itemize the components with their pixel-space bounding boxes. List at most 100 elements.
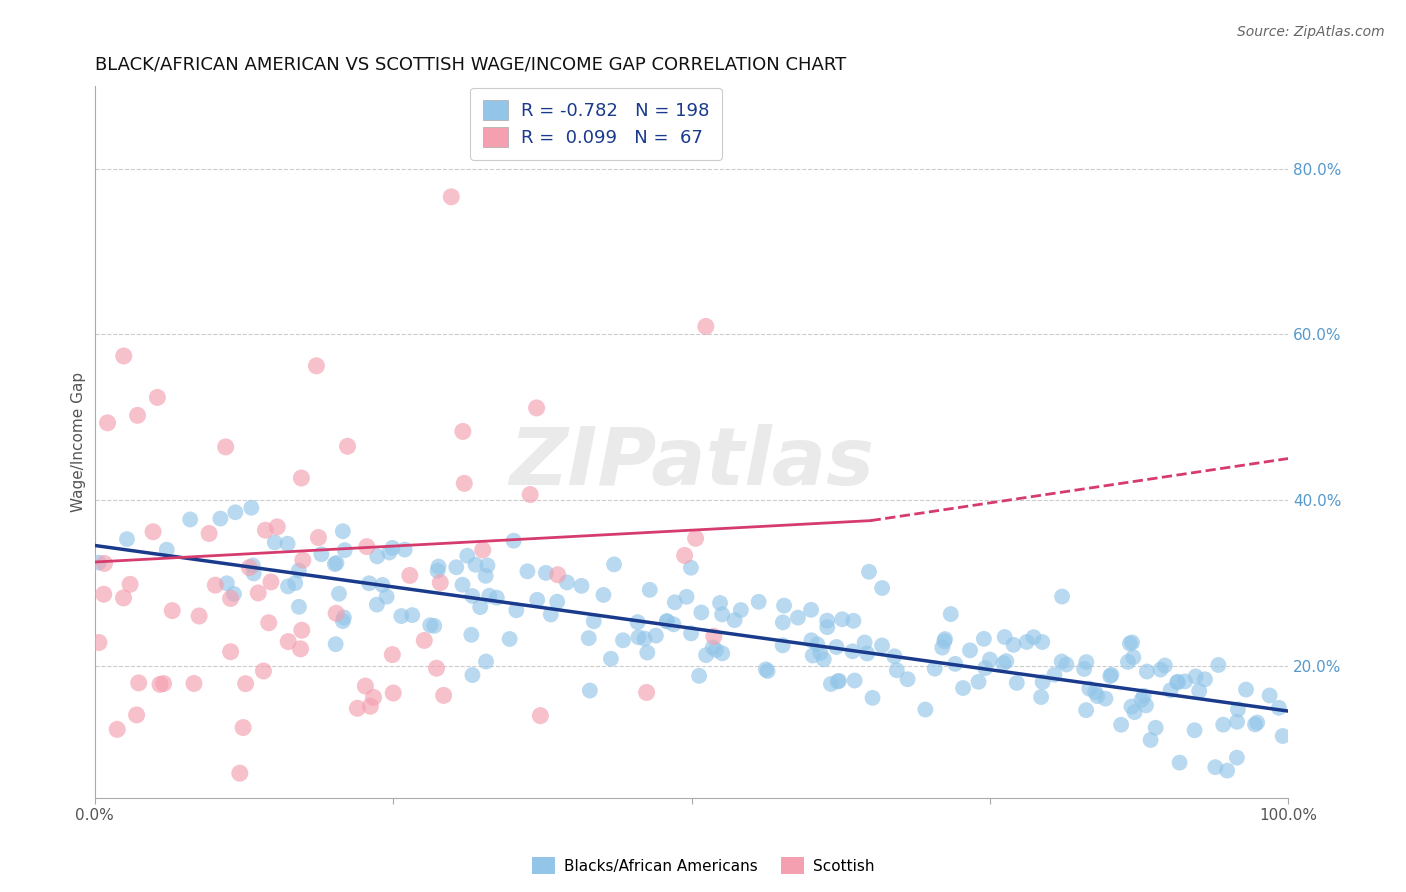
Point [526, 401, 548, 415]
Point [1246, 715, 1268, 730]
Point [1268, 701, 1291, 715]
Point [382, 686, 405, 700]
Point [188, 609, 211, 624]
Point [600, 652, 623, 666]
Point [1188, 684, 1211, 698]
Point [260, 574, 283, 589]
Point [815, 614, 838, 628]
Point [914, 702, 936, 716]
Point [730, 603, 752, 617]
Point [534, 566, 557, 580]
Point [655, 614, 678, 628]
Point [401, 608, 423, 623]
Point [952, 681, 974, 695]
Point [883, 649, 905, 664]
Point [862, 690, 884, 705]
Point [886, 663, 908, 677]
Point [464, 558, 486, 572]
Point [152, 676, 174, 690]
Point [702, 640, 724, 655]
Point [456, 549, 478, 563]
Point [815, 620, 838, 634]
Point [429, 575, 451, 590]
Point [1244, 717, 1267, 731]
Point [636, 685, 658, 699]
Point [156, 542, 179, 557]
Point [235, 676, 257, 690]
Point [748, 595, 770, 609]
Point [93, 557, 115, 571]
Point [478, 589, 501, 603]
Point [636, 646, 658, 660]
Point [1029, 690, 1052, 704]
Point [87, 635, 110, 649]
Point [1015, 635, 1038, 649]
Point [305, 359, 328, 373]
Point [413, 633, 436, 648]
Point [263, 535, 285, 549]
Point [1184, 723, 1206, 738]
Point [1116, 655, 1139, 669]
Point [578, 631, 600, 645]
Point [1234, 682, 1257, 697]
Point [688, 669, 710, 683]
Point [1216, 764, 1239, 778]
Point [546, 595, 568, 609]
Point [127, 409, 149, 423]
Point [371, 578, 394, 592]
Point [433, 689, 456, 703]
Point [363, 690, 385, 705]
Text: BLACK/AFRICAN AMERICAN VS SCOTTISH WAGE/INCOME GAP CORRELATION CHART: BLACK/AFRICAN AMERICAN VS SCOTTISH WAGE/… [94, 55, 846, 73]
Point [1135, 698, 1157, 713]
Point [115, 532, 138, 546]
Point [755, 662, 778, 676]
Point [662, 617, 685, 632]
Point [1050, 655, 1073, 669]
Point [644, 629, 666, 643]
Point [994, 630, 1017, 644]
Point [87, 556, 110, 570]
Point [1099, 668, 1122, 682]
Point [1119, 636, 1142, 650]
Point [1122, 650, 1144, 665]
Point [1123, 705, 1146, 719]
Point [242, 566, 264, 581]
Point [485, 591, 508, 605]
Point [446, 560, 468, 574]
Point [571, 579, 593, 593]
Point [1226, 702, 1249, 716]
Point [529, 708, 551, 723]
Point [1160, 683, 1182, 698]
Point [831, 612, 853, 626]
Point [332, 524, 354, 539]
Point [516, 564, 538, 578]
Point [526, 592, 548, 607]
Point [993, 657, 1015, 671]
Point [547, 567, 569, 582]
Point [801, 648, 824, 663]
Point [825, 640, 848, 654]
Point [858, 565, 880, 579]
Point [870, 581, 893, 595]
Point [1031, 635, 1053, 649]
Point [1204, 760, 1226, 774]
Point [284, 576, 307, 591]
Point [870, 639, 893, 653]
Point [638, 582, 661, 597]
Point [219, 645, 242, 659]
Point [277, 634, 299, 648]
Point [695, 648, 717, 662]
Point [1074, 703, 1097, 717]
Point [711, 607, 734, 622]
Point [1099, 669, 1122, 683]
Point [939, 607, 962, 621]
Point [461, 668, 484, 682]
Point [162, 604, 184, 618]
Point [675, 590, 697, 604]
Point [198, 526, 221, 541]
Point [931, 640, 953, 655]
Point [1166, 675, 1188, 690]
Point [247, 586, 270, 600]
Point [93, 587, 115, 601]
Point [612, 633, 634, 648]
